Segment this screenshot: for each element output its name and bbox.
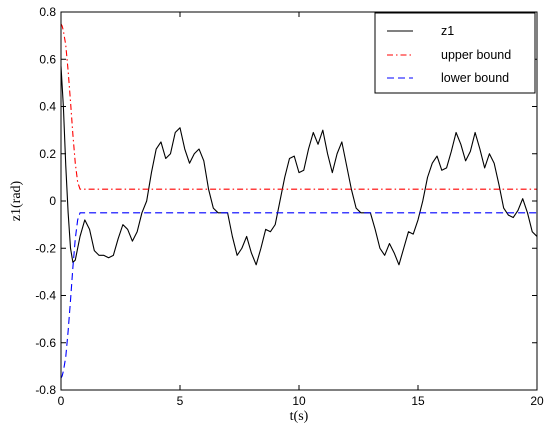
series-line-upper-bound bbox=[60, 23, 537, 190]
x-tick-label: 20 bbox=[530, 394, 544, 408]
y-axis-title: z1(rad) bbox=[9, 180, 24, 221]
legend-label-lower-bound: lower bound bbox=[441, 71, 509, 85]
x-tick-label: 10 bbox=[292, 394, 306, 408]
y-tick-label: -0.2 bbox=[35, 241, 56, 255]
tick-labels: 0 5 10 15 20 -0.8 -0.6 -0.4 -0.2 0 0.2 0.4 0.6 0.8 bbox=[35, 5, 544, 408]
y-tick-label: -0.4 bbox=[35, 289, 56, 303]
y-tick-label: 0 bbox=[49, 194, 56, 208]
y-tick-label: 0.4 bbox=[39, 100, 56, 114]
y-tick-label: 0.6 bbox=[39, 52, 56, 66]
x-axis-title: t(s) bbox=[290, 409, 309, 424]
series-line-lower-bound bbox=[60, 212, 537, 379]
y-tick-label: -0.8 bbox=[35, 383, 56, 397]
x-tick-label: 15 bbox=[411, 394, 425, 408]
y-tick-label: 0.8 bbox=[39, 5, 56, 19]
x-tick-label: 0 bbox=[58, 394, 65, 408]
y-tick-label: 0.2 bbox=[39, 147, 56, 161]
x-tick-label: 5 bbox=[177, 394, 184, 408]
legend-box bbox=[374, 12, 536, 94]
legend-label-upper-bound: upper bound bbox=[441, 48, 511, 62]
series-layer bbox=[60, 23, 538, 379]
legend-label-z1: z1 bbox=[441, 24, 454, 38]
y-tick-label: -0.6 bbox=[35, 336, 56, 350]
legend: z1 upper bound lower bound bbox=[374, 12, 536, 94]
series-line-z1 bbox=[60, 66, 538, 266]
